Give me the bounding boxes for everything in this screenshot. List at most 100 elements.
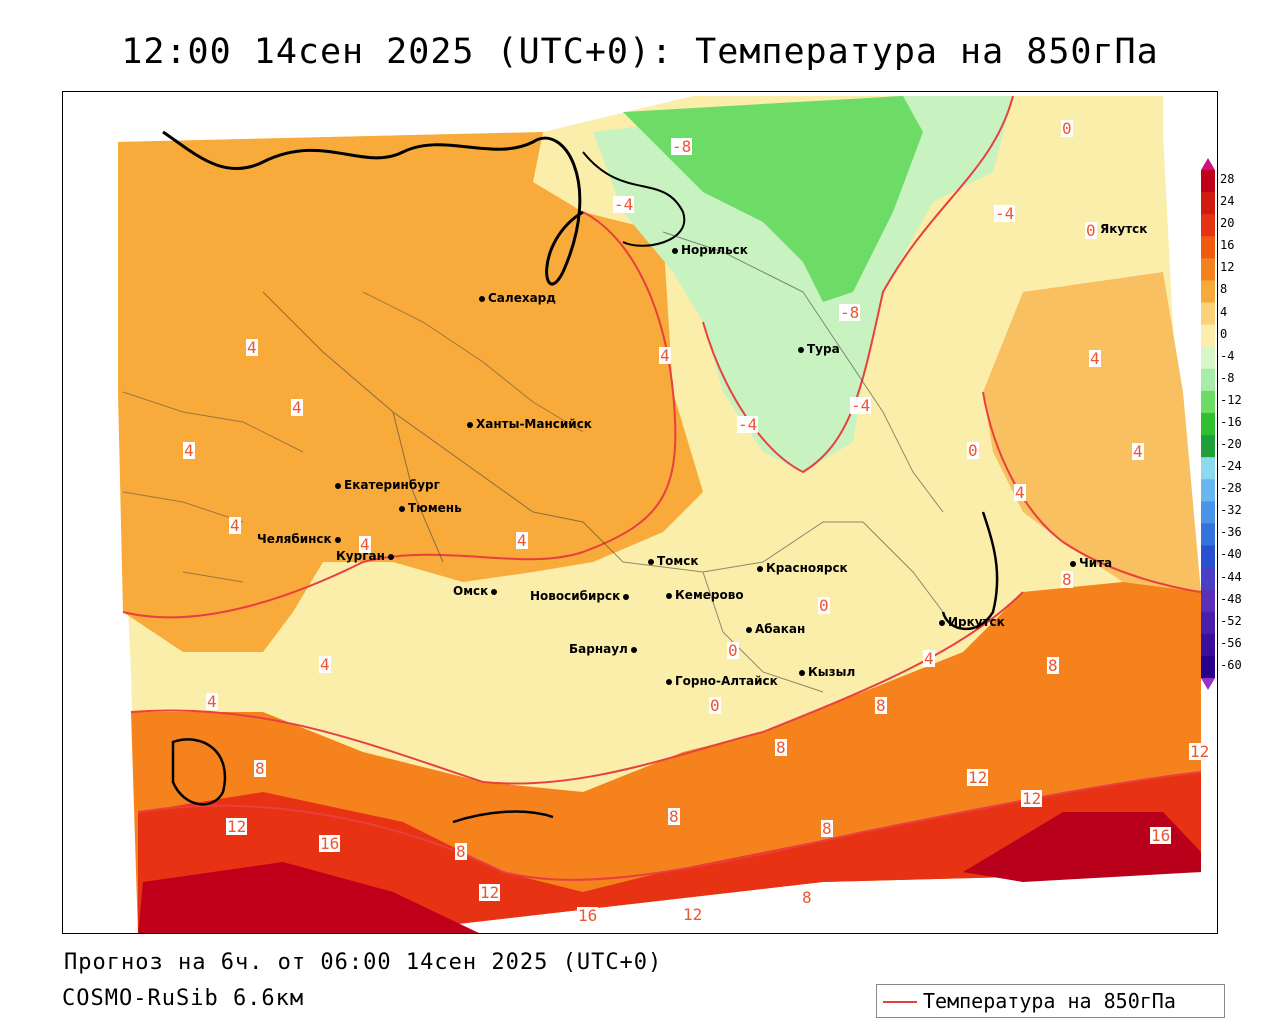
colorbar-label: -40	[1220, 547, 1242, 562]
colorbar-segment	[1201, 457, 1215, 480]
contour-label: -4	[737, 415, 759, 434]
city-dot	[491, 588, 498, 595]
city-kemerovo: Кемерово	[666, 588, 744, 602]
contour-label: 12	[1189, 742, 1211, 761]
city-dot	[672, 247, 678, 254]
city-omsk: Омск	[453, 584, 500, 598]
contour-label: 4	[923, 649, 935, 668]
city-chita: Чита	[1070, 556, 1112, 570]
colorbar-label: -8	[1220, 370, 1235, 385]
temperature-field	[118, 95, 1202, 933]
isotherm-line	[130, 591, 1024, 785]
colorbar-label: -4	[1220, 348, 1235, 363]
contour-label: 12	[682, 905, 704, 924]
caspian	[171, 738, 227, 806]
contour-label: 8	[1047, 656, 1059, 675]
city-dot	[757, 565, 763, 572]
colorbar-bottom-arrow	[1201, 678, 1215, 690]
city-tomsk: Томск	[648, 554, 699, 568]
contour-label: -8	[839, 303, 861, 322]
city-dot	[335, 482, 341, 489]
colorbar-segment	[1201, 523, 1215, 546]
colorbar-segment	[1201, 302, 1215, 326]
city-krasnoyarsk: Красноярск	[757, 561, 848, 575]
cold-zone	[593, 96, 1013, 472]
extreme-zone-east	[963, 812, 1201, 882]
colorbar-label: 28	[1220, 172, 1235, 186]
contour-label: 0	[1085, 221, 1097, 240]
contour-label: -4	[613, 195, 635, 214]
legend-label: Температура на 850гПа	[923, 989, 1176, 1013]
colorbar-label: -20	[1220, 437, 1242, 452]
contour-label: -4	[994, 204, 1016, 223]
colorbar-label: -56	[1220, 635, 1242, 650]
colorbar-top-arrow	[1201, 158, 1215, 170]
colorbar-segment	[1201, 236, 1215, 259]
city-novosibirsk: Новосибирск	[530, 589, 632, 603]
city-dot	[399, 505, 405, 512]
city-abakan: Абакан	[746, 622, 805, 636]
colorbar-label: 0	[1220, 326, 1228, 341]
contour-label: 4	[291, 398, 303, 417]
city-norilsk: Норильск	[672, 243, 748, 257]
city-barnaul: Барнаул	[569, 642, 640, 656]
colorbar-label: -28	[1220, 481, 1242, 496]
extreme-zone	[138, 862, 479, 933]
colorbar-segment	[1201, 412, 1215, 436]
map-title: 12:00 14сен 2025 (UTC+0): Температура на…	[121, 32, 1159, 72]
city-dot	[799, 669, 805, 676]
city-dot	[798, 346, 804, 353]
colorbar-segment	[1201, 280, 1215, 304]
contour-label: 4	[246, 338, 258, 357]
city-dot	[746, 626, 752, 633]
contour-label: 8	[1061, 570, 1073, 589]
warm-zone-west	[118, 132, 703, 652]
city-gorno-altaysk: Горно-Алтайск	[666, 674, 778, 688]
colorbar-segment	[1201, 192, 1215, 215]
colorbar-segment	[1201, 214, 1215, 237]
contour-label: 16	[319, 834, 341, 853]
colorbar-segment	[1201, 545, 1215, 569]
temperature-map: Норильск Якутск Салехард Тура Ханты-Манс…	[62, 91, 1218, 934]
contour-label: 12	[226, 817, 248, 836]
colorbar-segment	[1201, 390, 1215, 414]
city-dot	[334, 536, 341, 543]
contour-label: 4	[659, 346, 671, 365]
colorbar-segment	[1201, 368, 1215, 392]
colorbar-label: 8	[1220, 282, 1228, 297]
forecast-info: Прогноз на 6ч. от 06:00 14сен 2025 (UTC+…	[64, 950, 663, 975]
contour-label: -4	[850, 396, 872, 415]
colorbar-label: 16	[1220, 238, 1235, 253]
legend: Температура на 850гПа	[876, 984, 1225, 1018]
colorbar-label: 4	[1220, 304, 1228, 319]
contour-label: 4	[1132, 442, 1144, 461]
city-yakutsk: Якутск	[1091, 222, 1147, 236]
contour-label: 16	[1150, 826, 1172, 845]
colorbar-segment	[1201, 170, 1215, 193]
colorbar-segment	[1201, 567, 1215, 591]
colorbar-label: -12	[1220, 392, 1242, 407]
city-dot	[623, 593, 630, 600]
contour-label: 12	[479, 883, 501, 902]
contour-label: 12	[1021, 789, 1043, 808]
city-dot	[630, 646, 637, 653]
city-kyzyl: Кызыл	[799, 665, 855, 679]
contour-label: 0	[967, 441, 979, 460]
colorbar-label: -60	[1220, 657, 1242, 672]
city-tyumen: Тюмень	[399, 501, 462, 515]
region-border	[262, 231, 944, 693]
city-dot	[387, 553, 394, 560]
contour-label: 8	[455, 842, 467, 861]
isotherm-line	[122, 391, 677, 619]
city-dot	[648, 558, 654, 565]
colorbar-label: -48	[1220, 591, 1242, 606]
contour-label: 0	[1061, 119, 1073, 138]
colorbar	[1201, 158, 1215, 690]
cold-zone-core	[623, 96, 923, 302]
city-khanty-mansiysk: Ханты-Мансийск	[467, 417, 592, 431]
contour-label: 8	[801, 888, 813, 907]
contour-label: 4	[1089, 349, 1101, 368]
city-tura: Тура	[798, 342, 840, 356]
colorbar-segment	[1201, 324, 1215, 348]
colorbar-segment	[1201, 633, 1215, 657]
